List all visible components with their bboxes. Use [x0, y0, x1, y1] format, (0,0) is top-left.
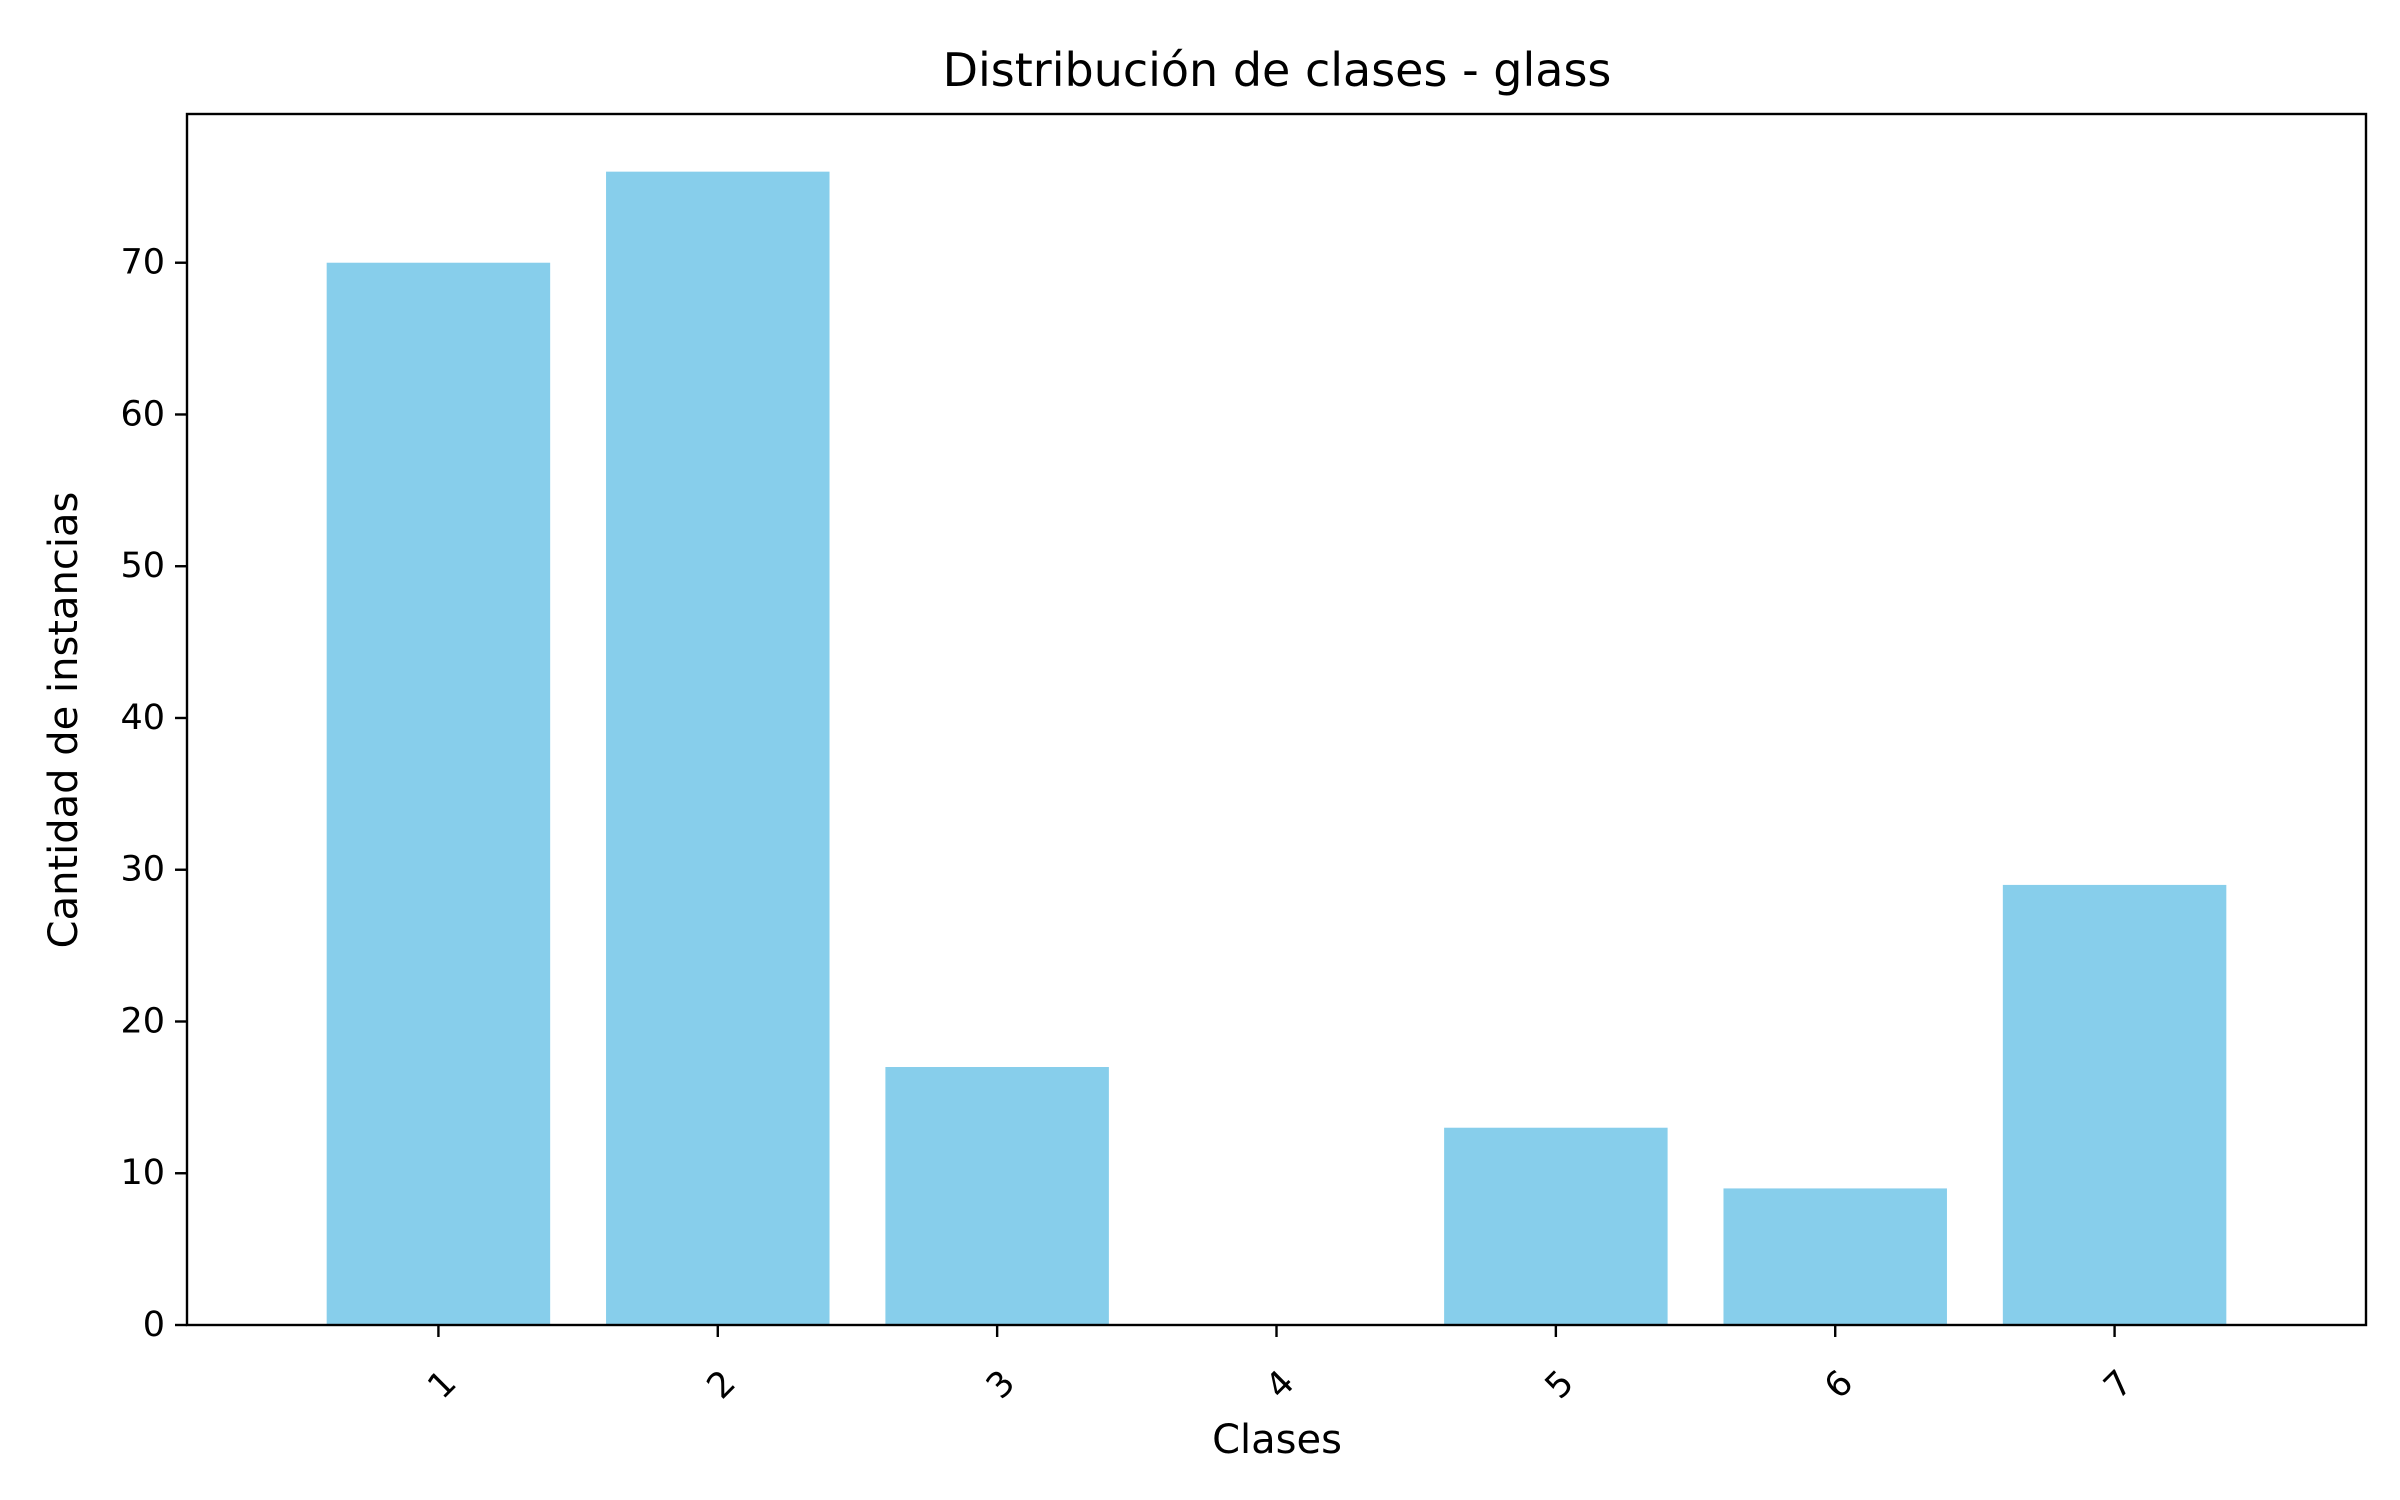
- y-axis-ticks: 0 10 20 30 40 50 60 70: [120, 243, 187, 1345]
- plot-frame: [185, 112, 2368, 1327]
- y-tick-label: 0: [143, 1305, 165, 1345]
- x-tick-label: 7: [2097, 1363, 2141, 1407]
- x-tick-label: 5: [1538, 1363, 1582, 1407]
- y-tick-label: 10: [120, 1153, 165, 1193]
- y-tick-label: 40: [120, 698, 165, 738]
- y-tick-label: 70: [120, 243, 165, 283]
- y-tick-label: 20: [120, 1001, 165, 1041]
- y-axis-label: Cantidad de instancias: [41, 492, 87, 949]
- bar-class-3: [885, 1067, 1109, 1325]
- y-tick-label: 30: [120, 850, 165, 890]
- bar-class-6: [1723, 1188, 1947, 1325]
- x-tick-label: 6: [1817, 1363, 1861, 1407]
- x-axis-ticks: 1 2 3 4 5 6 7: [420, 1325, 2141, 1407]
- bar-class-2: [606, 171, 830, 1326]
- bar-class-7: [2002, 884, 2227, 1325]
- x-tick-label: 4: [1258, 1363, 1302, 1407]
- chart-title: Distribución de clases - glass: [943, 43, 1612, 97]
- bar-class-5: [1444, 1127, 1668, 1325]
- bar-class-1: [326, 262, 551, 1326]
- y-tick-label: 60: [120, 394, 165, 434]
- x-tick-label: 3: [979, 1363, 1023, 1407]
- x-tick-label: 2: [700, 1363, 744, 1407]
- y-tick-label: 50: [120, 546, 165, 586]
- bars-layer: [326, 171, 2227, 1326]
- x-axis-label: Clases: [1212, 1417, 1342, 1463]
- x-tick-label: 1: [420, 1363, 464, 1407]
